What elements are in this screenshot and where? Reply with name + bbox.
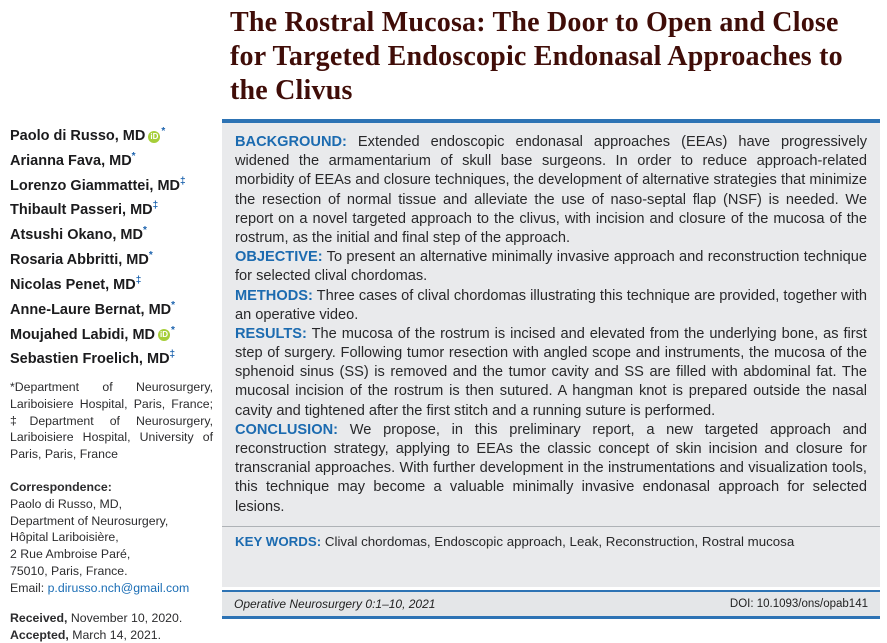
author-marker: *	[171, 324, 175, 336]
received-date: November 10, 2020.	[70, 610, 183, 625]
author-row: Lorenzo Giammattei, MD‡	[10, 176, 213, 194]
author-row: Arianna Fava, MD*	[10, 151, 213, 169]
correspondence-line: Department of Neurosurgery,	[10, 513, 169, 528]
abstract-background: BACKGROUND: Extended endoscopic endonasa…	[235, 133, 867, 248]
author-name: Sebastien Froelich, MD	[10, 351, 170, 368]
author-name: Paolo di Russo, MD	[10, 127, 146, 144]
author-name: Atsushi Okano, MD	[10, 227, 143, 244]
author-marker: *	[148, 250, 153, 262]
author-row: Nicolas Penet, MD‡	[10, 275, 213, 293]
correspondence-line: 2 Rue Ambroise Paré,	[10, 547, 131, 562]
author-row: Atsushi Okano, MD*	[10, 225, 213, 243]
author-marker: ‡	[169, 349, 176, 361]
author-name: Rosaria Abbritti, MD	[10, 251, 149, 268]
results-text: The mucosa of the rostrum is incised and…	[235, 325, 867, 419]
author-row: Moujahed Labidi, MD iD *	[10, 325, 213, 343]
correspondence-label: Correspondence:	[10, 479, 112, 494]
methods-text: Three cases of clival chordomas illustra…	[235, 287, 867, 323]
abstract-box: BACKGROUND: Extended endoscopic endonasa…	[222, 119, 880, 587]
received-label: Received,	[10, 610, 68, 625]
author-name: Arianna Fava, MD	[10, 152, 132, 169]
author-marker: *	[131, 150, 136, 162]
doi-text: DOI: 10.1093/ons/opab141	[729, 598, 868, 610]
author-marker: *	[161, 126, 166, 137]
author-marker: ‡	[180, 175, 186, 187]
title-line-2: for Targeted Endoscopic Endonasal Approa…	[230, 40, 843, 72]
accepted-date: March 14, 2021.	[72, 627, 162, 642]
author-row: Paolo di Russo, MD iD *	[10, 126, 213, 144]
author-name: Moujahed Labidi, MD	[10, 326, 155, 343]
correspondence-line: Hôpital Lariboisière,	[10, 530, 119, 545]
abstract-methods: METHODS: Three cases of clival chordomas…	[235, 287, 867, 325]
affiliations-text: *Department of Neurosurgery, Lariboisier…	[10, 380, 213, 462]
page: { "title_lines": [ "The Rostral Mucosa: …	[10, 6, 885, 642]
abstract-objective: OBJECTIVE: To present an alternative min…	[235, 248, 867, 286]
correspondence-line: 75010, Paris, France.	[10, 564, 128, 579]
objective-text: To present an alternative minimally inva…	[235, 249, 867, 285]
email-row: Email: p.dirusso.nch@gmail.com	[10, 580, 213, 597]
keywords-text: Clival chordomas, Endoscopic approach, L…	[324, 533, 795, 549]
methods-label: METHODS:	[235, 287, 313, 304]
author-marker: *	[171, 299, 176, 311]
abstract-conclusion: CONCLUSION: We propose, in this prelimin…	[235, 421, 867, 517]
email-label: Email:	[10, 580, 45, 595]
author-name: Anne-Laure Bernat, MD	[10, 301, 172, 318]
orcid-icon: iD	[148, 130, 161, 143]
title-line-3: the Clivus	[230, 74, 353, 106]
journal-citation: Operative Neurosurgery 0:1–10, 2021	[234, 597, 436, 611]
author-sidebar: Paolo di Russo, MD iD * Arianna Fava, MD* …	[10, 126, 213, 643]
correspondence-block: Correspondence: Paolo di Russo, MD, Depa…	[10, 479, 213, 597]
author-row: Sebastien Froelich, MD‡	[10, 349, 213, 367]
author-name: Nicolas Penet, MD	[10, 276, 136, 293]
abstract-results: RESULTS: The mucosa of the rostrum is in…	[235, 325, 867, 421]
author-name: Thibault Passeri, MD	[10, 202, 153, 219]
author-name: Lorenzo Giammattei, MD	[10, 177, 180, 194]
results-label: RESULTS:	[235, 325, 307, 342]
keywords-label: KEY WORDS:	[235, 533, 322, 549]
author-marker: ‡	[135, 274, 142, 286]
conclusion-label: CONCLUSION:	[235, 421, 338, 438]
received-row: Received, November 10, 2020.	[10, 610, 213, 627]
email-link[interactable]: p.dirusso.nch@gmail.com	[47, 580, 190, 595]
accepted-label: Accepted,	[10, 627, 69, 642]
dates-block: Received, November 10, 2020. Accepted, M…	[10, 610, 213, 643]
keywords-row: KEY WORDS: Clival chordomas, Endoscopic …	[222, 525, 880, 549]
author-marker: *	[142, 225, 147, 237]
correspondence-line: Paolo di Russo, MD,	[10, 496, 123, 511]
title-line-1: The Rostral Mucosa: The Door to Open and…	[230, 7, 839, 38]
author-row: Thibault Passeri, MD‡	[10, 200, 213, 218]
background-text: Extended endoscopic endonasal approaches…	[235, 134, 867, 246]
author-marker: ‡	[152, 200, 159, 212]
author-row: Anne-Laure Bernat, MD*	[10, 300, 213, 318]
author-row: Rosaria Abbritti, MD*	[10, 250, 213, 268]
objective-label: OBJECTIVE:	[235, 249, 323, 266]
article-title: The Rostral Mucosa: The Door to Open and…	[230, 6, 885, 108]
accepted-row: Accepted, March 14, 2021.	[10, 627, 213, 643]
author-list: Paolo di Russo, MD iD * Arianna Fava, MD* …	[10, 126, 213, 367]
conclusion-text: We propose, in this preliminary report, …	[235, 421, 867, 515]
background-label: BACKGROUND:	[235, 134, 347, 150]
journal-footer: Operative Neurosurgery 0:1–10, 2021 DOI:…	[222, 590, 880, 619]
orcid-icon: iD	[158, 329, 170, 342]
